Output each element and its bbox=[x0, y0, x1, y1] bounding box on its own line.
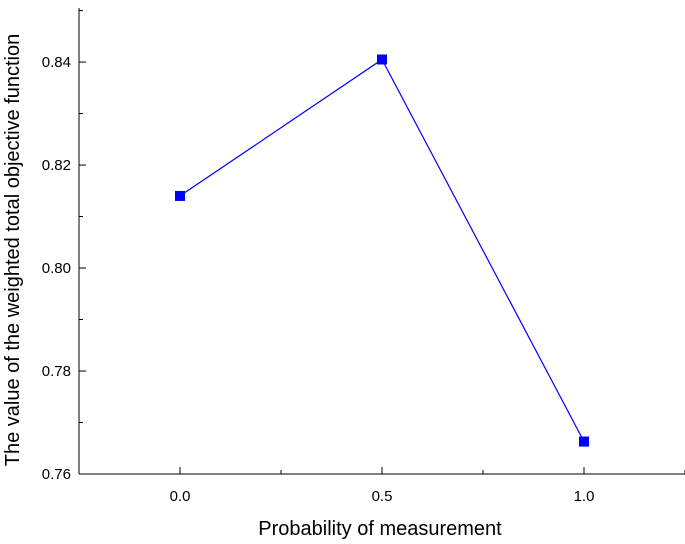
y-axis-title: The value of the weighted total objectiv… bbox=[2, 34, 24, 467]
x-axis-title: Probability of measurement bbox=[258, 518, 502, 540]
y-tick-label: 0.76 bbox=[42, 466, 71, 483]
y-tick-label: 0.78 bbox=[42, 363, 71, 380]
series-layer bbox=[175, 54, 589, 447]
y-axis-ticks: 0.76 0.78 0.80 0.82 0.84 bbox=[42, 10, 86, 483]
plot-area bbox=[78, 8, 685, 475]
data-point-marker bbox=[175, 190, 185, 201]
y-tick-label: 0.82 bbox=[42, 157, 71, 174]
x-axis-ticks: 0.0 0.5 1.0 bbox=[78, 467, 685, 505]
data-point-marker bbox=[377, 54, 387, 65]
data-point-marker bbox=[579, 436, 589, 447]
x-tick-label: 1.0 bbox=[574, 488, 595, 505]
y-tick-label: 0.84 bbox=[42, 54, 71, 71]
x-tick-label: 0.0 bbox=[170, 488, 191, 505]
series-line bbox=[179, 58, 585, 442]
x-tick-label: 0.5 bbox=[372, 488, 393, 505]
y-tick-label: 0.80 bbox=[42, 260, 71, 277]
